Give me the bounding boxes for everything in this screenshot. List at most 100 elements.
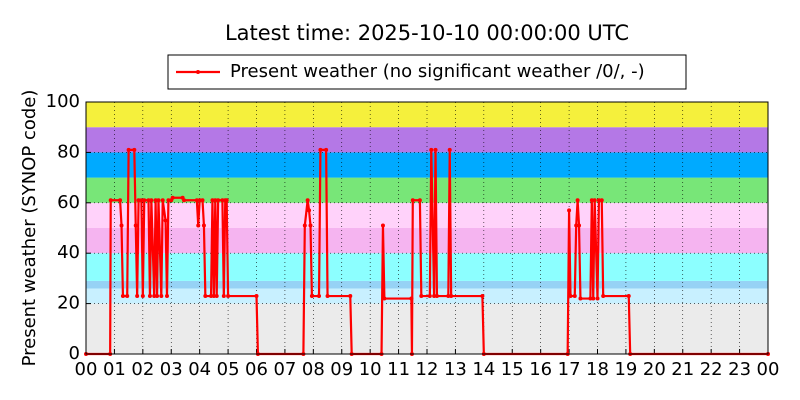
data-point [626, 294, 631, 299]
data-point [302, 223, 307, 228]
data-point [221, 294, 226, 299]
y-tick-label: 20 [57, 293, 80, 314]
data-point [200, 198, 205, 203]
data-point [380, 223, 385, 228]
x-tick-label: 20 [643, 359, 666, 380]
data-point [324, 147, 329, 152]
data-point [308, 223, 313, 228]
data-point [601, 294, 606, 299]
data-point [575, 198, 580, 203]
data-point [317, 294, 322, 299]
data-point [194, 198, 199, 203]
data-point [578, 296, 583, 301]
data-point [572, 294, 577, 299]
x-tick-label: 23 [728, 359, 751, 380]
data-point [159, 294, 164, 299]
data-point [595, 296, 600, 301]
data-point [429, 147, 434, 152]
data-point [209, 294, 214, 299]
data-point [220, 198, 225, 203]
x-tick-label: 00 [757, 359, 780, 380]
y-axis-label: Present weather (SYNOP code) [19, 90, 40, 367]
data-point [196, 223, 201, 228]
data-point [201, 223, 206, 228]
data-point [318, 147, 323, 152]
x-tick-label: 03 [160, 359, 183, 380]
data-point [170, 195, 175, 200]
data-point [592, 198, 597, 203]
background-band [86, 303, 768, 354]
data-point [307, 208, 312, 213]
data-point [446, 294, 451, 299]
legend-marker [196, 70, 200, 74]
data-point [447, 147, 452, 152]
data-point [226, 294, 231, 299]
y-tick-label: 0 [69, 343, 80, 364]
x-tick-label: 12 [416, 359, 439, 380]
data-point [118, 198, 123, 203]
data-point [214, 294, 219, 299]
legend-label: Present weather (no significant weather … [230, 61, 645, 82]
x-tick-label: 22 [700, 359, 723, 380]
data-point [588, 296, 593, 301]
x-tick-label: 17 [558, 359, 581, 380]
data-point [140, 294, 145, 299]
data-point [152, 294, 157, 299]
data-point [147, 294, 152, 299]
data-point [589, 198, 594, 203]
data-point [348, 294, 353, 299]
data-point [309, 294, 314, 299]
data-point [197, 198, 202, 203]
background-band [86, 253, 768, 281]
x-tick-label: 06 [245, 359, 268, 380]
data-point [153, 198, 158, 203]
x-tick-label: 21 [671, 359, 694, 380]
data-point [480, 294, 485, 299]
data-point [156, 198, 161, 203]
background-band [86, 152, 768, 178]
data-point [155, 294, 160, 299]
data-point [142, 198, 147, 203]
data-point [126, 147, 131, 152]
data-point [149, 198, 154, 203]
data-point [419, 294, 424, 299]
data-point [120, 294, 125, 299]
y-tick-label: 80 [57, 141, 80, 162]
data-point [163, 218, 168, 223]
data-point [203, 294, 208, 299]
x-tick-label: 05 [217, 359, 240, 380]
data-point [568, 294, 573, 299]
x-tick-label: 16 [529, 359, 552, 380]
data-point [132, 147, 137, 152]
data-point [146, 198, 151, 203]
x-tick-label: 14 [472, 359, 495, 380]
data-point [417, 198, 422, 203]
chart-title: Latest time: 2025-10-10 00:00:00 UTC [225, 21, 629, 45]
background-band [86, 228, 768, 254]
data-point [119, 223, 124, 228]
data-point [433, 147, 438, 152]
data-point [410, 198, 415, 203]
data-point [139, 198, 144, 203]
y-tick-label: 100 [46, 91, 80, 112]
y-tick-label: 60 [57, 192, 80, 213]
data-point [449, 294, 454, 299]
data-point [182, 198, 187, 203]
data-point [211, 294, 216, 299]
x-tick-label: 01 [103, 359, 126, 380]
data-point [136, 198, 141, 203]
data-point [254, 294, 259, 299]
data-point [325, 294, 330, 299]
data-point [125, 294, 130, 299]
data-point [305, 198, 310, 203]
x-tick-label: 13 [444, 359, 467, 380]
x-tick-label: 18 [586, 359, 609, 380]
data-point [164, 294, 169, 299]
data-point [133, 223, 138, 228]
x-tick-label: 08 [302, 359, 325, 380]
x-tick-label: 07 [273, 359, 296, 380]
data-point [574, 223, 579, 228]
data-point [427, 294, 432, 299]
x-tick-label: 09 [330, 359, 353, 380]
data-point [434, 294, 439, 299]
